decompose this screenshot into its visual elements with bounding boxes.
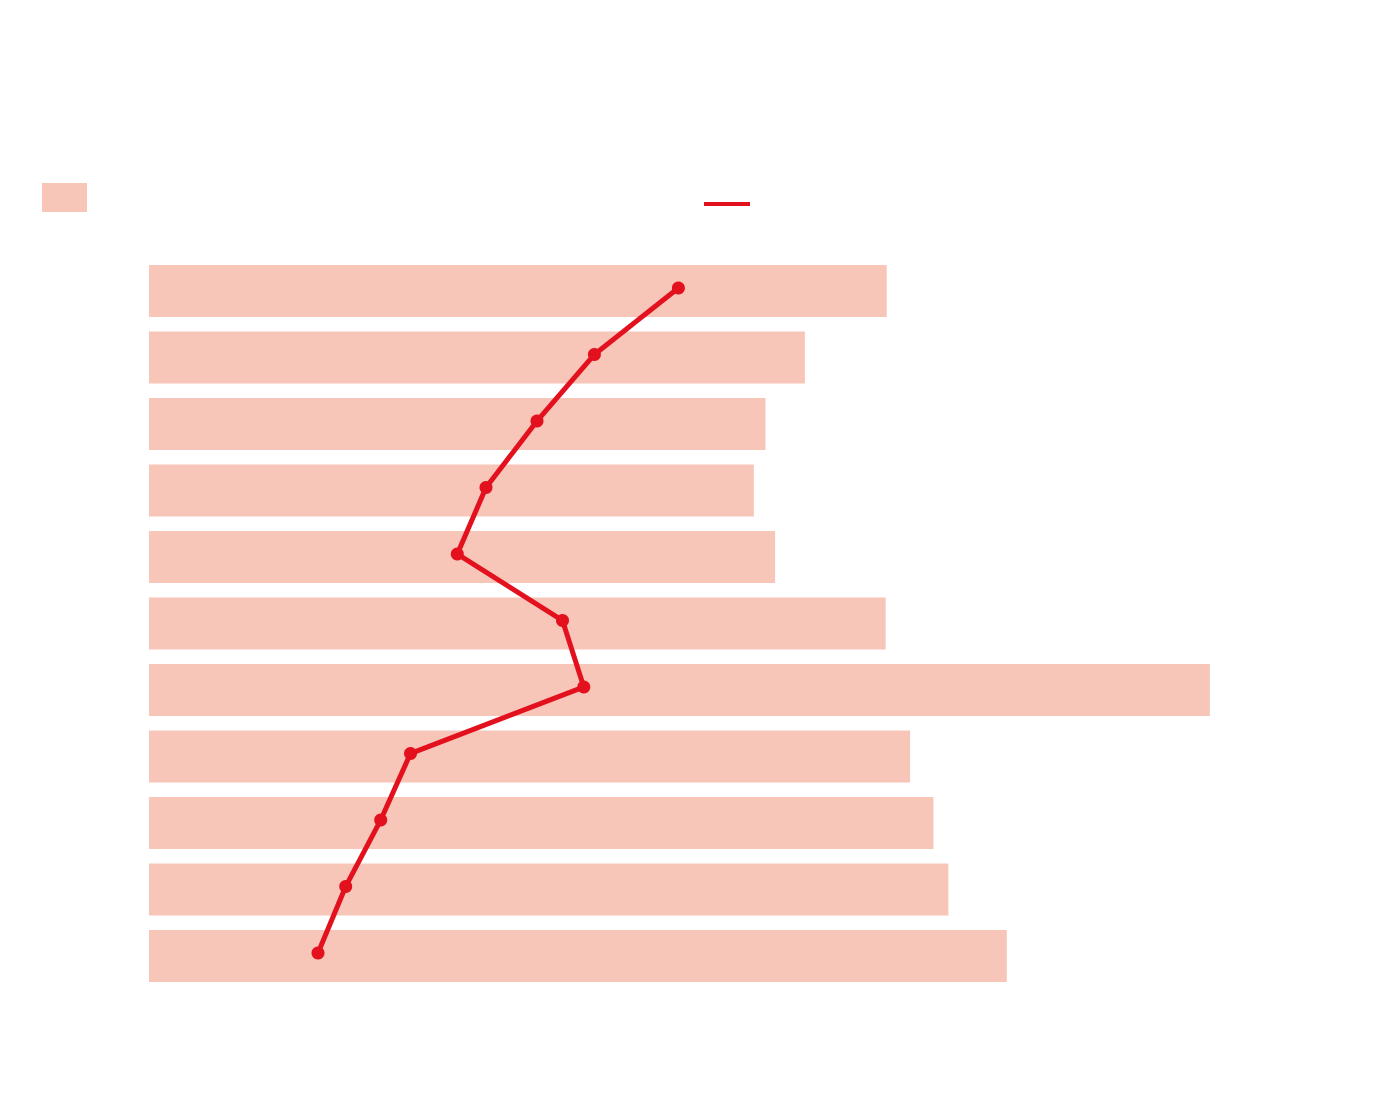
line-point-9 bbox=[374, 813, 388, 827]
bar-10 bbox=[149, 863, 949, 916]
bar-9 bbox=[149, 797, 934, 849]
line-point-10 bbox=[339, 880, 353, 893]
line-point-1 bbox=[671, 281, 685, 295]
bar-7 bbox=[149, 664, 1210, 716]
line-point-5 bbox=[450, 547, 464, 561]
line-point-11 bbox=[311, 946, 325, 960]
bar-11 bbox=[149, 930, 1007, 982]
line-point-3 bbox=[530, 414, 544, 428]
line-point-4 bbox=[479, 481, 493, 494]
line-series bbox=[311, 281, 685, 960]
legend bbox=[42, 183, 750, 212]
line-point-8 bbox=[404, 747, 417, 760]
bar-3 bbox=[149, 398, 766, 450]
line-point-7 bbox=[577, 680, 591, 694]
bar-6 bbox=[149, 597, 886, 650]
bar-4 bbox=[149, 464, 754, 517]
bar-8 bbox=[149, 730, 911, 783]
legend-bar-swatch bbox=[42, 183, 87, 212]
bar-1 bbox=[149, 265, 887, 317]
bar-2 bbox=[149, 331, 805, 384]
bar-series bbox=[149, 265, 1210, 982]
line-point-6 bbox=[556, 614, 569, 627]
line-point-2 bbox=[587, 348, 601, 361]
